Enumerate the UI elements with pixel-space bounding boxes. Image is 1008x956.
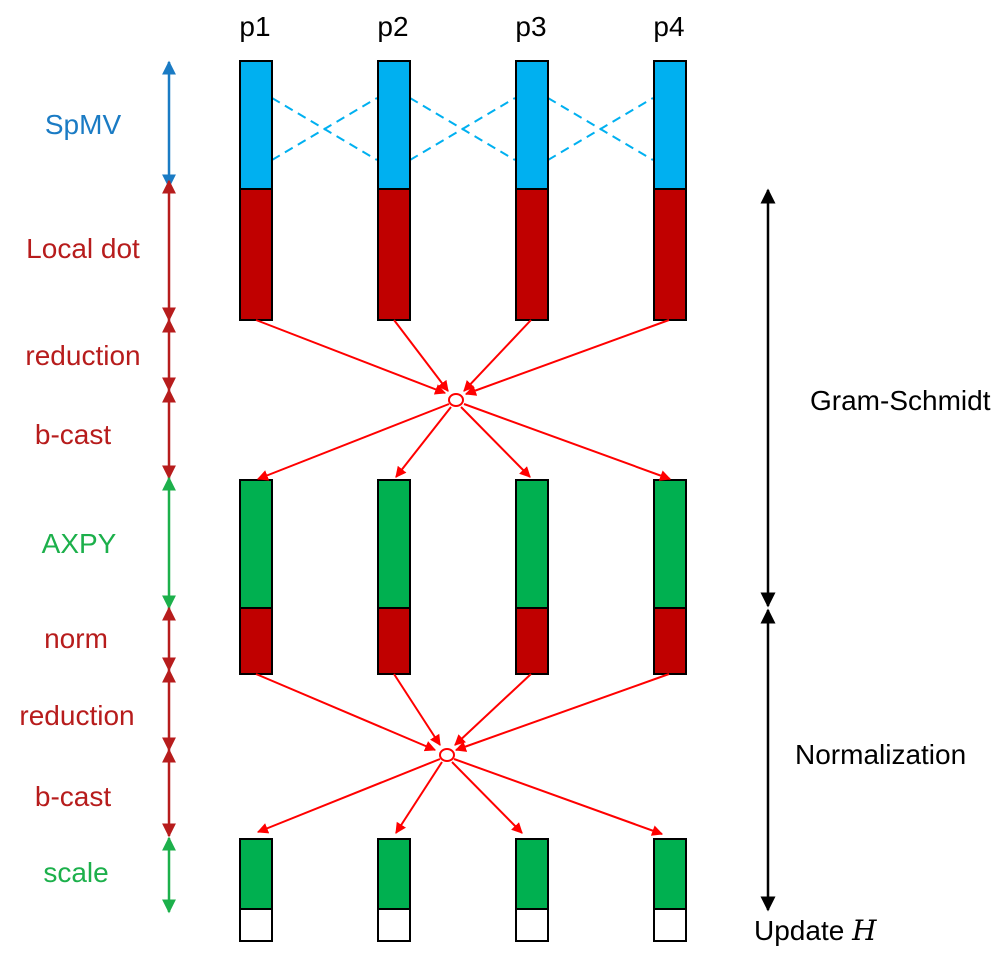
stage-label-spmv: SpMV: [45, 109, 122, 140]
process-label-p3: p3: [515, 11, 546, 42]
process-label-p1: p1: [239, 11, 270, 42]
stage-label-bcast: b-cast: [35, 781, 111, 812]
process-headers: p1 p2 p3 p4: [239, 11, 684, 42]
axpy-block: [515, 479, 549, 609]
axpy-block: [653, 479, 687, 609]
update-h-block: [239, 908, 273, 942]
broadcast-arrow: [256, 403, 450, 481]
exchange-line: [409, 97, 516, 161]
spmv-block: [515, 60, 549, 190]
local-dot-block: [239, 188, 273, 321]
update-h-label: Update H: [754, 914, 877, 947]
reduction-arrow: [454, 673, 532, 746]
local-dot-block: [377, 188, 411, 321]
axpy-block: [239, 479, 273, 609]
spmv-block: [239, 60, 273, 190]
reduction-arrow: [393, 319, 449, 392]
scale-block: [653, 838, 687, 910]
stage-label-bcast: b-cast: [35, 419, 111, 450]
scale-block: [239, 838, 273, 910]
phase-label-normalization: Normalization: [795, 739, 966, 770]
stage-label-axpy: AXPY: [42, 528, 117, 559]
norm-block: [239, 607, 273, 675]
exchange-line: [271, 97, 378, 161]
reduction-arrow: [393, 673, 441, 746]
update-h-block: [515, 908, 549, 942]
spmv-block: [653, 60, 687, 190]
reduction-arrow: [463, 319, 532, 392]
reduction-arrow: [464, 319, 670, 396]
update-h-block: [653, 908, 687, 942]
phase-labels: Gram-Schmidt Normalization Update H: [754, 385, 991, 947]
broadcast-arrow: [453, 758, 664, 836]
broadcast-arrow: [395, 406, 452, 478]
stage-label-scale: scale: [43, 857, 108, 888]
reduction-arrow: [255, 673, 437, 752]
process-column-p3: [515, 60, 549, 942]
update-h-block: [377, 908, 411, 942]
local-dot-block: [653, 188, 687, 321]
phase-label-gram-schmidt: Gram-Schmidt: [810, 385, 991, 416]
reduction-node: [439, 748, 455, 762]
scale-block: [515, 838, 549, 910]
broadcast-arrow: [256, 758, 441, 834]
scale-block: [377, 838, 411, 910]
process-label-p4: p4: [653, 11, 684, 42]
broadcast-arrow: [395, 761, 443, 834]
stage-label-reduction: reduction: [19, 700, 134, 731]
norm-block: [515, 607, 549, 675]
reduction-arrow: [454, 673, 670, 752]
stage-label-norm: norm: [44, 623, 108, 654]
broadcast-arrow: [451, 761, 523, 834]
update-label-text: Update: [754, 915, 852, 946]
reduction-arrow: [255, 319, 447, 395]
process-column-p2: [377, 60, 411, 942]
process-label-p2: p2: [377, 11, 408, 42]
stage-label-local-dot: Local dot: [26, 233, 140, 264]
spmv-halo-exchange: [271, 97, 654, 161]
local-dot-block: [515, 188, 549, 321]
reduction-node: [448, 393, 464, 407]
axpy-block: [377, 479, 411, 609]
process-column-p1: [239, 60, 273, 942]
norm-block: [377, 607, 411, 675]
reduction-broadcast-1: [255, 319, 672, 481]
exchange-line: [547, 97, 654, 161]
broadcast-arrow: [463, 403, 672, 481]
norm-block: [653, 607, 687, 675]
stage-label-reduction: reduction: [25, 340, 140, 371]
stage-labels: SpMV Local dot reduction b-cast AXPY nor…: [19, 109, 140, 888]
reduction-broadcast-2: [255, 673, 670, 836]
broadcast-arrow: [460, 406, 531, 478]
update-h-symbol: H: [851, 914, 877, 947]
spmv-block: [377, 60, 411, 190]
process-column-p4: [653, 60, 687, 942]
